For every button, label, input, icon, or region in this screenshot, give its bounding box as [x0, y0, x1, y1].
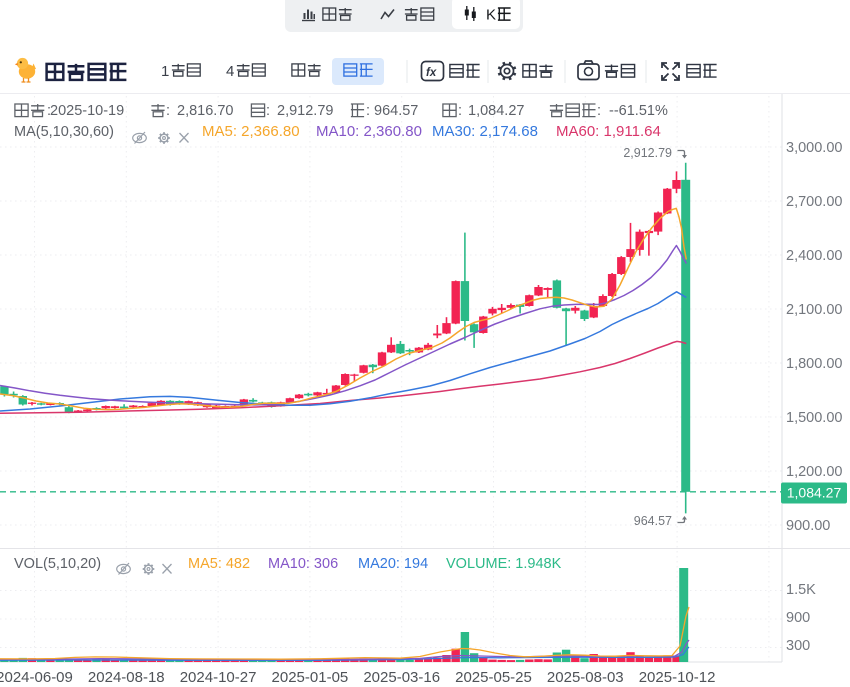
svg-text:2,700.00: 2,700.00: [786, 194, 842, 210]
svg-text::: :: [597, 103, 601, 119]
svg-text:964.57: 964.57: [374, 103, 418, 119]
svg-text:MA20: 194: MA20: 194: [358, 556, 428, 572]
svg-text::: :: [458, 103, 462, 119]
svg-text:2,400.00: 2,400.00: [786, 248, 842, 264]
svg-text:1,084.27: 1,084.27: [787, 485, 842, 501]
svg-text:2025-10-12: 2025-10-12: [639, 669, 716, 686]
svg-text:4: 4: [226, 63, 234, 80]
svg-text:MA(5,10,30,60): MA(5,10,30,60): [14, 124, 114, 140]
svg-text:2,912.79: 2,912.79: [623, 146, 672, 160]
svg-text:1,800.00: 1,800.00: [786, 356, 842, 372]
svg-text:1,084.27: 1,084.27: [468, 103, 524, 119]
svg-text:2,816.70: 2,816.70: [177, 103, 233, 119]
svg-text:900: 900: [786, 610, 810, 626]
svg-text:MA5: 482: MA5: 482: [188, 556, 250, 572]
svg-text:--61.51%: --61.51%: [609, 103, 668, 119]
svg-text:2024-08-18: 2024-08-18: [88, 669, 165, 686]
svg-text::: :: [166, 103, 170, 119]
svg-text:fx: fx: [426, 67, 437, 79]
svg-text:964.57: 964.57: [634, 514, 672, 528]
svg-text:1,200.00: 1,200.00: [786, 464, 842, 480]
svg-text:2,100.00: 2,100.00: [786, 302, 842, 318]
svg-text:MA10: 2,360.80: MA10: 2,360.80: [316, 123, 422, 140]
svg-text::: :: [266, 103, 270, 119]
svg-text:1.5K: 1.5K: [786, 582, 816, 598]
svg-text:K: K: [486, 7, 496, 24]
svg-text:3,000.00: 3,000.00: [786, 140, 842, 156]
svg-text:2025-03-16: 2025-03-16: [363, 669, 440, 686]
svg-text:900.00: 900.00: [786, 518, 830, 534]
svg-text::: :: [47, 103, 51, 119]
svg-text:MA10: 306: MA10: 306: [268, 556, 338, 572]
svg-text:2025-01-05: 2025-01-05: [272, 669, 349, 686]
svg-text:2025-10-19: 2025-10-19: [50, 103, 124, 119]
svg-text:2,912.79: 2,912.79: [277, 103, 333, 119]
svg-text:MA5: 2,366.80: MA5: 2,366.80: [202, 123, 300, 140]
svg-text:2024-10-27: 2024-10-27: [180, 669, 257, 686]
svg-text:300: 300: [786, 638, 810, 654]
svg-text:MA30: 2,174.68: MA30: 2,174.68: [432, 123, 538, 140]
svg-text:1: 1: [161, 63, 169, 80]
svg-text::: :: [366, 103, 370, 119]
svg-text:MA60: 1,911.64: MA60: 1,911.64: [556, 123, 661, 140]
svg-text:2025-05-25: 2025-05-25: [455, 669, 532, 686]
svg-text:1,500.00: 1,500.00: [786, 410, 842, 426]
svg-text:VOLUME: 1.948K: VOLUME: 1.948K: [446, 556, 562, 572]
svg-text:2024-06-09: 2024-06-09: [0, 669, 73, 686]
svg-text:VOL(5,10,20): VOL(5,10,20): [14, 556, 101, 572]
svg-text:2025-08-03: 2025-08-03: [547, 669, 624, 686]
